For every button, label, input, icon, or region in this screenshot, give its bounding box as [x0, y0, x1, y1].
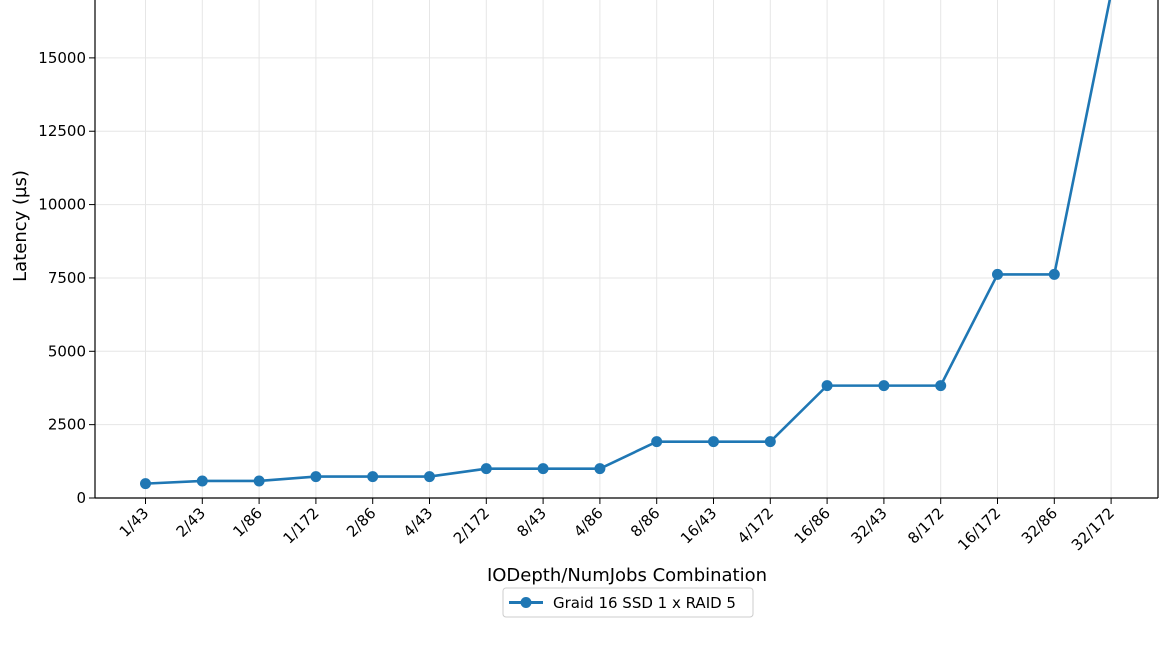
x-axis-title: IODepth/NumJobs Combination: [487, 565, 767, 586]
x-tick-label: 4/172: [734, 504, 777, 547]
data-point: [1048, 268, 1060, 280]
y-tick-label: 2500: [48, 416, 86, 434]
x-tick-label: 1/43: [116, 504, 153, 541]
x-tick-label: 32/172: [1068, 504, 1118, 554]
y-tick-label: 10000: [38, 196, 86, 214]
x-tick-label: 8/86: [627, 504, 664, 541]
series-line: [145, 0, 1112, 485]
data-point: [764, 436, 776, 448]
data-point: [424, 471, 435, 483]
data-point: [878, 380, 890, 392]
series: [140, 0, 1112, 490]
y-tick-label: 15000: [38, 49, 86, 67]
data-point: [992, 268, 1003, 280]
y-tick-label: 0: [76, 489, 86, 507]
data-point: [537, 463, 549, 475]
y-tick-label: 7500: [48, 269, 86, 287]
x-tick-label: 16/172: [954, 504, 1004, 554]
data-point: [367, 471, 379, 483]
data-point: [196, 475, 208, 487]
x-tick-label: 8/172: [904, 504, 947, 547]
legend-label: Graid 16 SSD 1 x RAID 5: [553, 594, 736, 612]
data-point: [253, 475, 265, 487]
x-tick-label: 32/86: [1018, 504, 1061, 547]
data-point: [480, 463, 492, 475]
x-tick-label: 2/43: [173, 504, 210, 541]
x-tick-label: 16/43: [677, 504, 720, 547]
axes: [94, 0, 1159, 499]
x-tick-label: 4/86: [570, 504, 607, 541]
data-point: [310, 471, 322, 483]
x-tick-label: 4/43: [400, 504, 437, 541]
x-tick-label: 1/86: [229, 504, 266, 541]
x-ticks: 1/43 2/43 1/86 1/172 2/86 4/43 2/172 8/43 4/86 8/…: [116, 498, 1118, 554]
grid: [95, 0, 1158, 499]
x-tick-label: 16/86: [791, 504, 834, 547]
data-point: [935, 380, 947, 392]
x-tick-label: 1/172: [279, 504, 322, 547]
y-tick-label: 12500: [38, 122, 86, 140]
data-point: [594, 463, 606, 475]
legend-marker-icon: [520, 597, 532, 608]
x-tick-label: 2/86: [343, 504, 380, 541]
x-tick-label: 32/43: [847, 504, 890, 547]
data-point: [821, 380, 833, 392]
legend-box: [502, 587, 754, 618]
y-tick-label: 5000: [48, 342, 86, 360]
y-ticks: 0 2500 5000 7500 10000 12500 15000: [38, 49, 95, 507]
legend: Graid 16 SSD 1 x RAID 5: [502, 587, 754, 618]
x-tick-label: 8/43: [513, 504, 550, 541]
x-tick-label: 2/172: [450, 504, 493, 547]
data-point: [651, 436, 663, 448]
y-axis-title: Latency (µs): [10, 170, 31, 282]
data-point: [708, 436, 719, 448]
data-point: [140, 478, 151, 490]
